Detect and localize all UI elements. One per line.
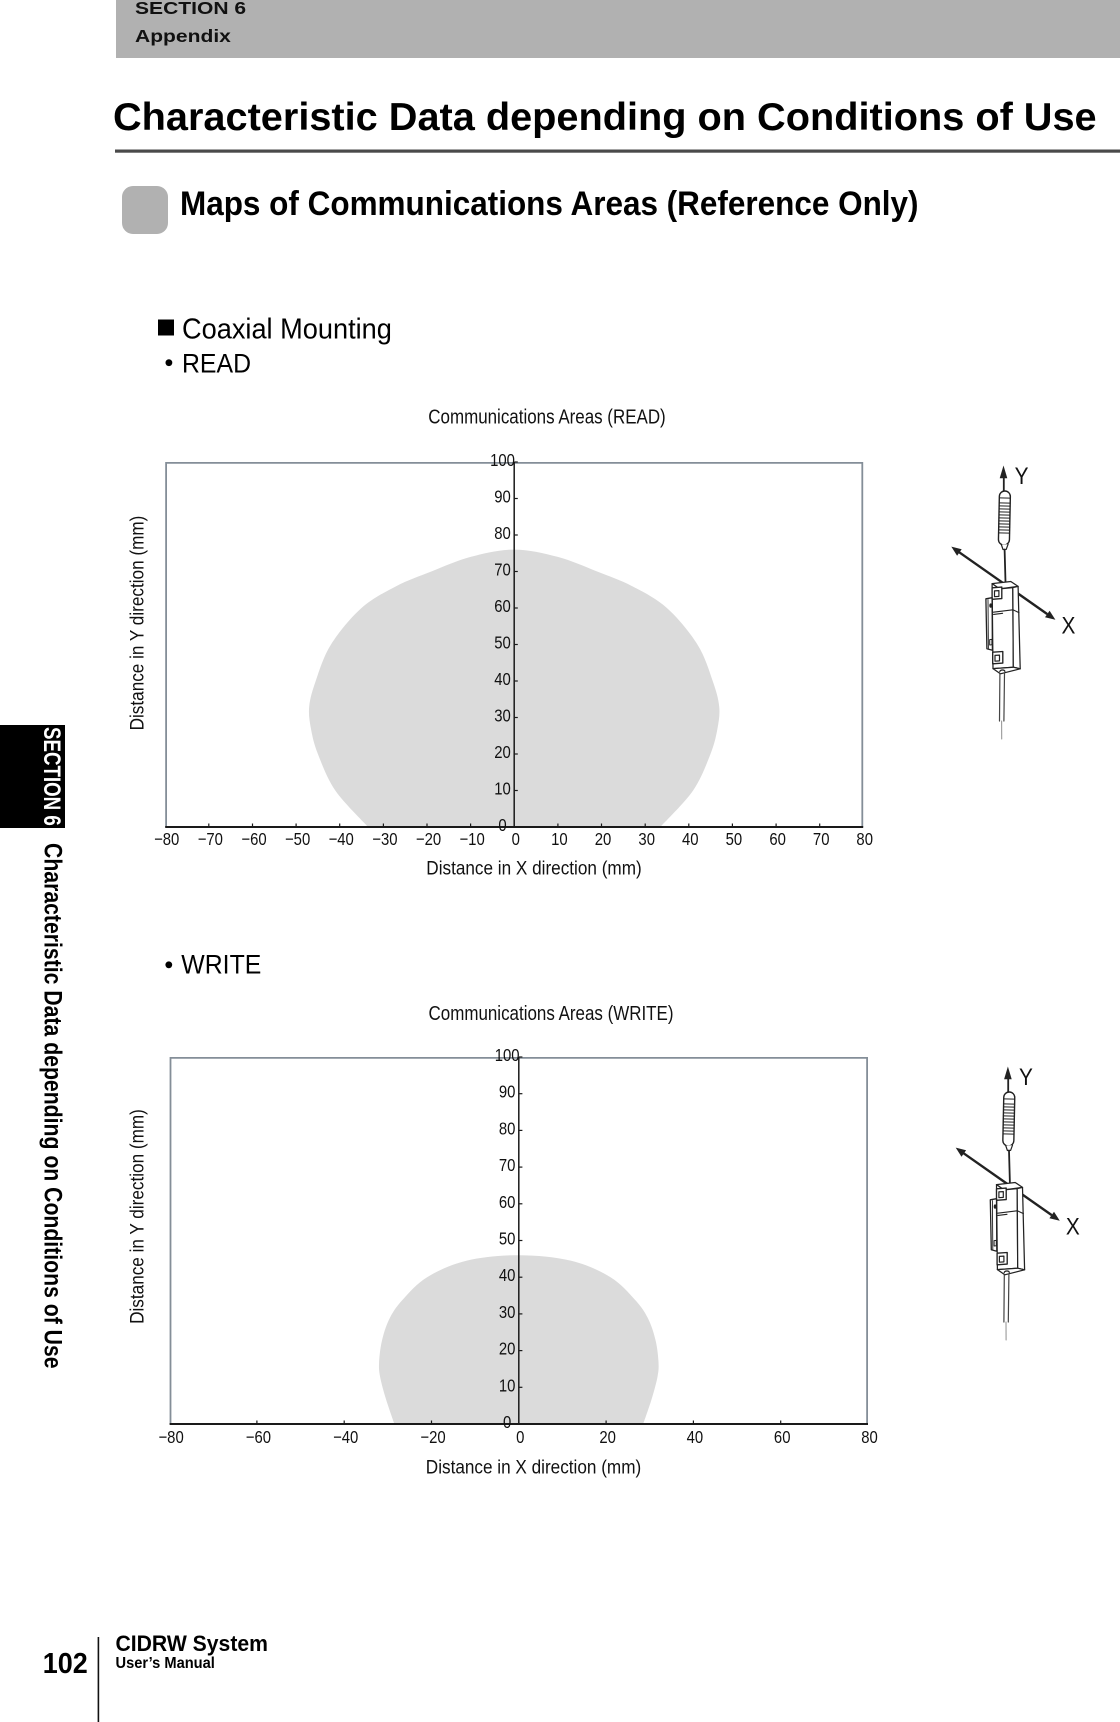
- svg-text:0: 0: [512, 830, 520, 849]
- svg-text:Distance in Y direction (mm): Distance in Y direction (mm): [127, 516, 148, 731]
- svg-text:Characteristic Data depending: Characteristic Data depending on Conditi…: [39, 843, 67, 1369]
- svg-text:90: 90: [494, 487, 511, 506]
- svg-text:50: 50: [499, 1229, 516, 1248]
- svg-text:40: 40: [682, 830, 699, 849]
- svg-text:−80: −80: [154, 830, 179, 849]
- svg-text:102: 102: [43, 1647, 88, 1679]
- svg-text:50: 50: [726, 830, 743, 849]
- svg-text:10: 10: [499, 1376, 516, 1395]
- svg-text:WRITE: WRITE: [181, 951, 261, 980]
- svg-text:10: 10: [551, 830, 568, 849]
- svg-text:−60: −60: [246, 1428, 271, 1447]
- svg-text:−20: −20: [416, 830, 441, 849]
- svg-text:−60: −60: [241, 830, 266, 849]
- svg-text:20: 20: [599, 1428, 616, 1447]
- svg-text:80: 80: [499, 1119, 516, 1138]
- svg-text:60: 60: [774, 1428, 791, 1447]
- svg-text:10: 10: [494, 779, 511, 798]
- svg-text:70: 70: [813, 830, 830, 849]
- svg-text:20: 20: [595, 830, 612, 849]
- svg-text:User’s Manual: User’s Manual: [116, 1655, 215, 1672]
- svg-text:20: 20: [494, 743, 511, 762]
- svg-text:−40: −40: [333, 1428, 358, 1447]
- svg-text:60: 60: [769, 830, 786, 849]
- svg-text:SECTION 6: SECTION 6: [38, 727, 65, 826]
- svg-text:SECTION 6: SECTION 6: [135, 0, 246, 19]
- svg-text:−80: −80: [158, 1428, 183, 1447]
- svg-text:−70: −70: [198, 830, 223, 849]
- svg-text:Characteristic Data depending: Characteristic Data depending on Conditi…: [113, 95, 1097, 139]
- svg-text:100: 100: [490, 451, 515, 470]
- svg-text:40: 40: [687, 1428, 704, 1447]
- svg-text:30: 30: [494, 706, 511, 725]
- svg-text:40: 40: [494, 670, 511, 689]
- svg-text:60: 60: [494, 597, 511, 616]
- svg-text:50: 50: [494, 633, 511, 652]
- svg-text:CIDRW System: CIDRW System: [116, 1631, 268, 1656]
- svg-text:80: 80: [494, 524, 511, 543]
- svg-text:30: 30: [499, 1303, 516, 1322]
- svg-text:70: 70: [494, 560, 511, 579]
- svg-text:100: 100: [495, 1046, 520, 1065]
- svg-text:90: 90: [499, 1083, 516, 1102]
- svg-text:−40: −40: [329, 830, 354, 849]
- svg-text:Maps of Communications Areas (: Maps of Communications Areas (Reference …: [180, 184, 919, 222]
- svg-text:0: 0: [503, 1413, 511, 1432]
- svg-text:0: 0: [516, 1428, 524, 1447]
- svg-text:30: 30: [638, 830, 655, 849]
- svg-text:70: 70: [499, 1156, 516, 1175]
- svg-text:60: 60: [499, 1193, 516, 1212]
- svg-text:20: 20: [499, 1340, 516, 1359]
- svg-text:0: 0: [498, 816, 506, 835]
- svg-text:Appendix: Appendix: [135, 26, 231, 46]
- svg-text:−10: −10: [459, 830, 484, 849]
- svg-text:Distance in X direction (mm): Distance in X direction (mm): [426, 1457, 641, 1478]
- svg-text:Coaxial Mounting: Coaxial Mounting: [182, 313, 392, 345]
- svg-text:Distance in Y direction (mm): Distance in Y direction (mm): [127, 1109, 148, 1324]
- svg-text:−20: −20: [420, 1428, 445, 1447]
- svg-text:80: 80: [861, 1428, 878, 1447]
- svg-text:Communications Areas (WRITE): Communications Areas (WRITE): [429, 1001, 674, 1024]
- svg-text:−30: −30: [372, 830, 397, 849]
- svg-text:Distance in X direction (mm): Distance in X direction (mm): [426, 858, 641, 879]
- svg-text:−50: −50: [285, 830, 310, 849]
- svg-text:Communications Areas (READ): Communications Areas (READ): [428, 405, 665, 428]
- svg-text:80: 80: [856, 830, 873, 849]
- svg-text:40: 40: [499, 1266, 516, 1285]
- svg-text:READ: READ: [182, 349, 251, 378]
